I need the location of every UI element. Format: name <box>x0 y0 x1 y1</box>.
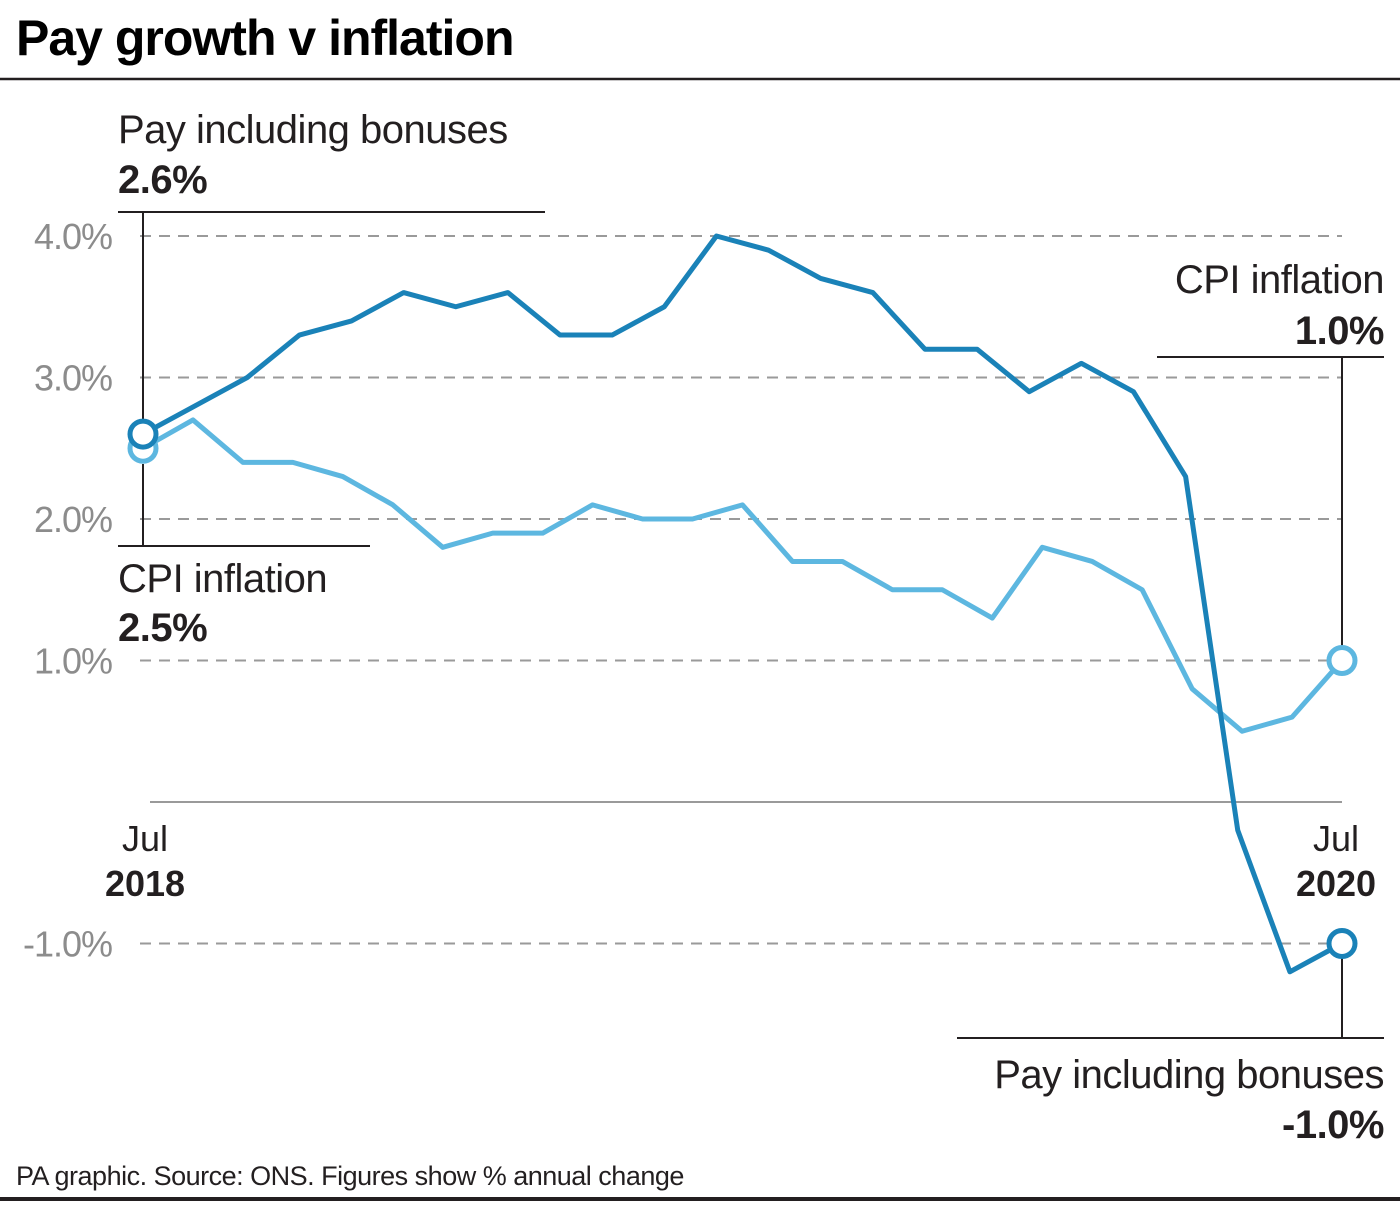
pay-start-label: Pay including bonuses <box>118 108 508 152</box>
y-tick-label: 3.0% <box>34 358 112 399</box>
source-note: PA graphic. Source: ONS. Figures show % … <box>16 1161 684 1191</box>
y-tick-label: 1.0% <box>34 641 112 682</box>
chart-title: Pay growth v inflation <box>16 10 513 66</box>
x-end-month: Jul <box>1313 818 1359 859</box>
cpi-start-label: CPI inflation <box>118 557 327 601</box>
pay-end-marker <box>1326 928 1358 959</box>
y-tick-label: 4.0% <box>34 216 112 257</box>
y-axis-ticks: 4.0% 3.0% 2.0% 1.0% -1.0% <box>23 216 113 965</box>
pay-including-bonuses-line <box>140 233 1345 975</box>
pay-start-marker <box>127 418 159 450</box>
pay-start-value: 2.6% <box>118 158 207 202</box>
x-start-year: 2018 <box>105 863 185 904</box>
y-tick-label: 2.0% <box>34 499 112 540</box>
cpi-inflation-line <box>140 417 1345 734</box>
y-tick-label: -1.0% <box>23 924 112 965</box>
pay-end-label: Pay including bonuses <box>994 1053 1384 1097</box>
cpi-start-value: 2.5% <box>118 606 207 650</box>
gridlines <box>140 235 1342 945</box>
cpi-end-marker <box>1326 645 1358 676</box>
x-start-month: Jul <box>122 818 168 859</box>
x-end-year: 2020 <box>1296 863 1376 904</box>
cpi-end-label: CPI inflation <box>1175 258 1384 302</box>
cpi-end-value: 1.0% <box>1295 309 1384 353</box>
pay-end-value: -1.0% <box>1282 1103 1384 1147</box>
